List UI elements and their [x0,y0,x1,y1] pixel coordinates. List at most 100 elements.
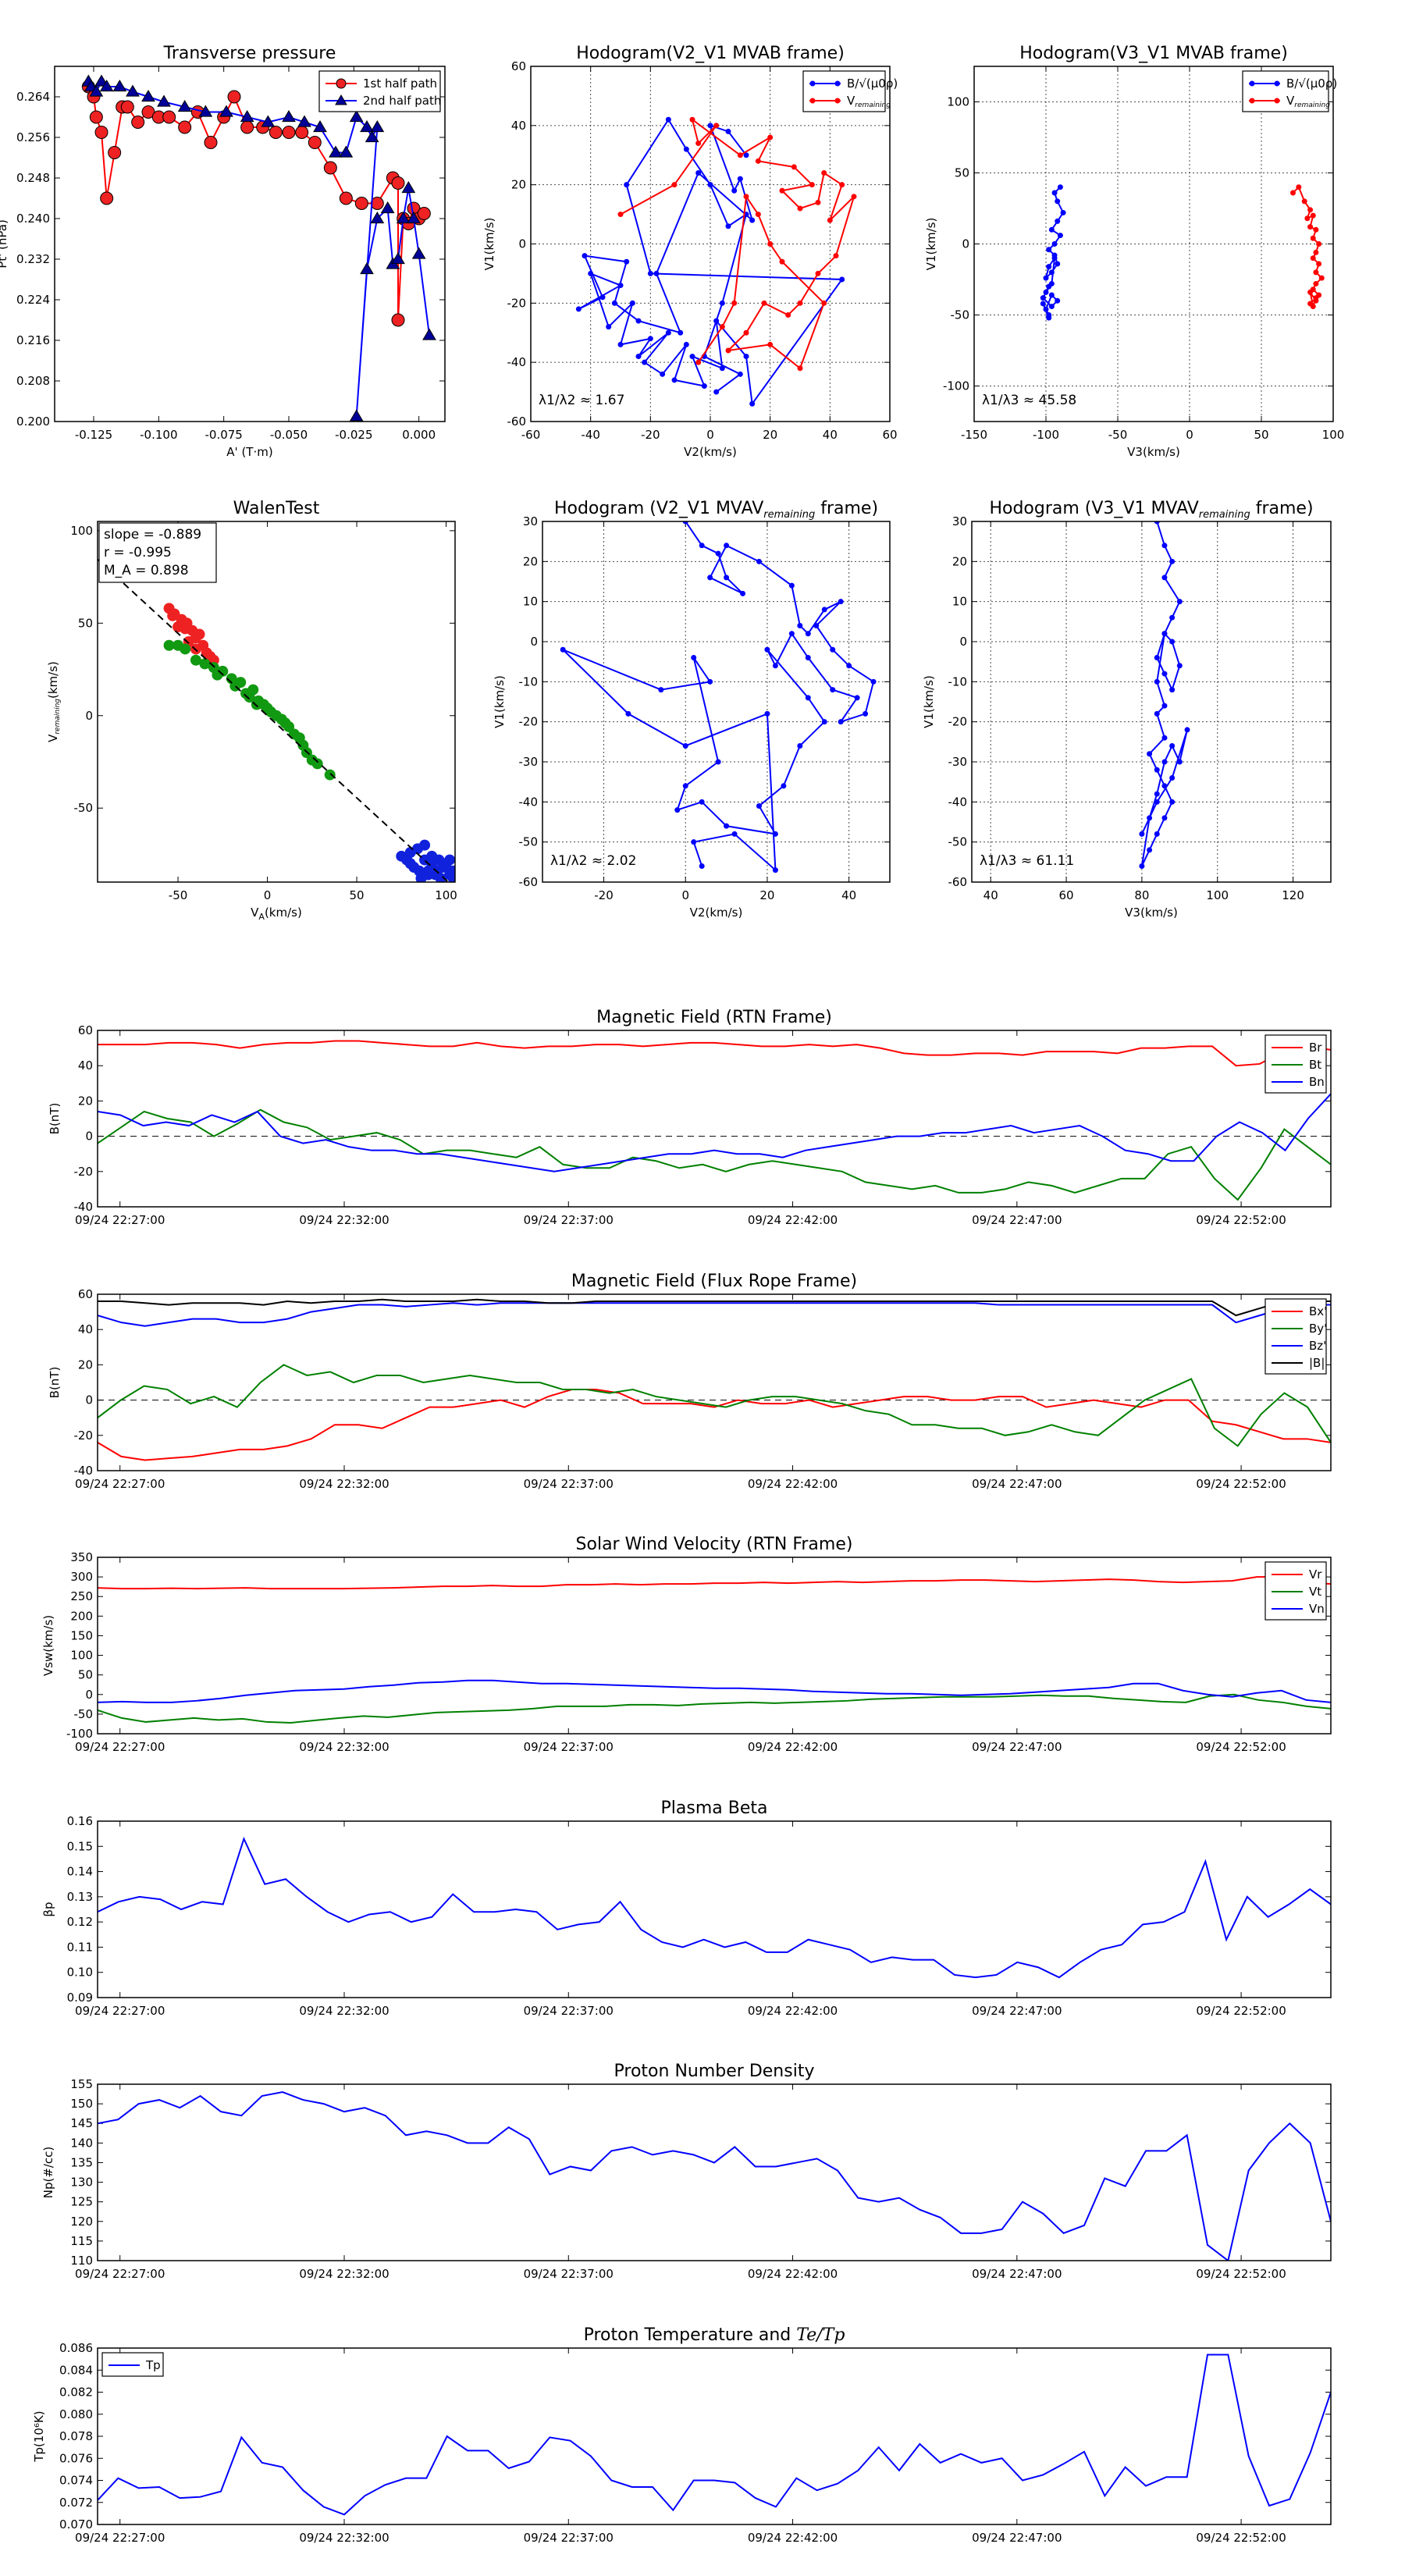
hodogram-v2v1-mvab-legend-label: Vremaining [847,94,891,109]
hodogram-v2v1-mvab-legend [802,70,886,112]
walen-test-point [422,865,434,877]
walen-test-point [194,628,205,640]
transverse-pressure-point [411,247,426,259]
solar-wind-velocity-series-line-0 [98,1576,1331,1590]
proton-temperature-ytick-label: 0.078 [59,2429,93,2443]
transverse-pressure-legend-label: 2nd half path [363,94,441,108]
walen-test-point [436,862,448,873]
proton-number-density-xtick-label: 09/24 22:47:00 [972,2267,1062,2281]
hodogram-v2v1-mvab-ytick-label: 40 [511,119,526,133]
hodogram-v2v1-mvab-point [791,164,797,170]
plasma-beta-series-line-0 [98,1836,1331,1979]
hodogram-v2v1-mvav-point [764,646,770,653]
hodogram-v3v1-mvab-legend-marker [1274,98,1280,104]
hodogram-v2v1-mvab-point [624,258,630,265]
hodogram-v3v1-mvab-point [1316,241,1322,247]
magnetic-field-flux-rope-xtick-label: 09/24 22:32:00 [299,1477,389,1491]
hodogram-v3v1-mvav-ytick-label: -50 [948,835,968,849]
magnetic-field-rtn-xtick-label: 09/24 22:27:00 [75,1213,165,1227]
hodogram-v2v1-mvab-point [821,170,827,176]
hodogram-v3v1-mvab-xlabel: V3(km/s) [1127,445,1180,459]
proton-temperature-series-line-0 [98,2354,1331,2516]
hodogram-v3v1-mvab-legend-marker [1249,98,1255,104]
walen-test-ytick-label: 0 [85,709,93,723]
hodogram-v2v1-mvab-point [713,123,720,129]
transverse-pressure-point [360,262,374,275]
transverse-pressure-point [417,207,431,220]
transverse-pressure-point [157,94,171,107]
hodogram-v3v1-mvav-ytick-label: 0 [959,635,967,649]
walen-test-annotation-line: M_A = 0.898 [104,563,189,578]
hodogram-v2v1-mvav-point [772,831,778,837]
hodogram-v3v1-mvab-data [1040,184,1325,321]
transverse-pressure-point [380,201,395,214]
plasma-beta-xtick-label: 09/24 22:52:00 [1196,2004,1286,2018]
hodogram-v3v1-mvav-point [1154,767,1160,773]
hodogram-v3v1-mvab-point [1046,264,1052,270]
hodogram-v3v1-mvav-point [1147,815,1153,821]
hodogram-v2v1-mvav-point [682,521,688,525]
hodogram-v3v1-mvab-point [1051,255,1058,262]
solar-wind-velocity-xtick-label: 09/24 22:27:00 [75,1740,165,1754]
hodogram-v3v1-mvab-point [1289,190,1296,196]
hodogram-v2v1-mvab-ytick-label: -60 [507,415,527,429]
hodogram-v2v1-mvab-point [599,294,606,301]
hodogram-v3v1-mvab-point [1046,283,1052,290]
transverse-pressure-point [120,100,134,114]
hodogram-v2v1-mvav-series-line-0 [562,521,875,872]
solar-wind-velocity-ytick-label: 250 [70,1589,93,1603]
hodogram-v2v1-mvab-point [695,170,702,176]
hodogram-v3v1-mvav-point [1184,727,1190,733]
proton-temperature-xtick-label: 09/24 22:27:00 [75,2531,165,2545]
walen-test-point [444,854,455,866]
hodogram-v3v1-mvav-point [1169,687,1176,693]
hodogram-v2v1-mvav-point [805,655,811,661]
hodogram-v3v1-mvab-point [1046,315,1052,321]
proton-temperature-xtick-label: 09/24 22:42:00 [748,2531,838,2545]
proton-number-density-xtick-label: 09/24 22:52:00 [1196,2267,1286,2281]
walen-test-xtick-label: 50 [350,888,365,902]
hodogram-v3v1-mvav-point [1169,799,1176,805]
transverse-pressure-point [391,313,405,327]
hodogram-v3v1-mvab-point [1307,289,1314,295]
proton-number-density-ytick-label: 125 [70,2195,93,2209]
hodogram-v2v1-mvav-point [830,646,836,653]
proton-number-density-data [98,2091,1331,2261]
transverse-pressure-point [313,120,327,133]
hodogram-v2v1-mvav-point [625,710,631,717]
transverse-pressure-ytick-label: 0.240 [16,212,50,226]
transverse-pressure-point [323,161,337,175]
hodogram-v3v1-mvav-ytick-label: 10 [952,595,967,609]
hodogram-v2v1-mvab-legend-label: B/√(μ0ρ) [847,76,898,91]
hodogram-v2v1-mvab-point [719,300,725,306]
hodogram-v2v1-mvab-point [797,365,803,372]
hodogram-v3v1-mvav-point [1161,783,1168,789]
hodogram-v2v1-mvab-point [833,253,839,259]
hodogram-v3v1-mvab-point [1304,215,1311,222]
plasma-beta-ytick-label: 0.10 [67,1966,93,1980]
walen-test-annotation-line: slope = -0.889 [104,527,201,543]
hodogram-v3v1-mvab-point [1307,207,1314,213]
hodogram-v2v1-mvab-legend-marker [809,98,816,104]
walen-test-xtick-label: 0 [264,888,272,902]
hodogram-v3v1-mvab-point [1043,289,1049,295]
hodogram-v3v1-mvav-series-line-0 [1140,521,1188,866]
magnetic-field-flux-rope-series-line-2 [98,1302,1331,1327]
hodogram-v2v1-mvav-ytick-label: -60 [519,875,539,889]
transverse-pressure-point [177,100,192,112]
hodogram-v3v1-mvab-legend-label: B/√(μ0ρ) [1286,76,1337,91]
hodogram-v2v1-mvab-point [665,329,671,336]
transverse-pressure-ytick-label: 0.208 [16,374,50,388]
hodogram-v2v1-mvab-point [755,212,761,218]
hodogram-v3v1-mvab-point [1048,269,1055,276]
hodogram-v3v1-mvab-point [1313,295,1319,301]
hodogram-v2v1-mvab-point [797,205,803,212]
hodogram-v2v1-mvav-ytick-label: -30 [519,755,539,769]
walen-test-title: WalenTest [233,499,320,518]
walen-test-point [180,643,191,655]
hodogram-v2v1-mvab-ytick-label: -40 [507,355,527,369]
plasma-beta-xtick-label: 09/24 22:37:00 [524,2004,614,2018]
proton-temperature-xtick-label: 09/24 22:37:00 [524,2531,614,2545]
transverse-pressure-ylabel: Pt' (nPa) [0,219,9,269]
